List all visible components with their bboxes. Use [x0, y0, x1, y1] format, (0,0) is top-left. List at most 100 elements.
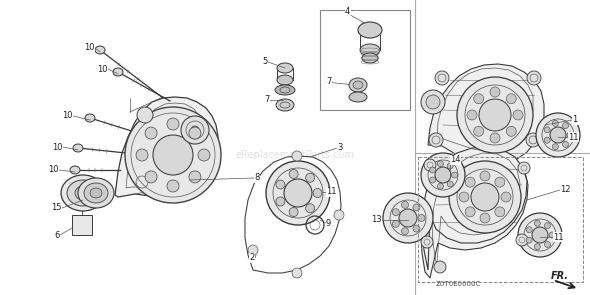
Ellipse shape	[474, 94, 484, 104]
Ellipse shape	[544, 127, 550, 133]
Text: 10: 10	[84, 43, 95, 53]
Ellipse shape	[474, 126, 484, 136]
Ellipse shape	[518, 213, 562, 257]
Text: 6: 6	[55, 230, 60, 240]
Ellipse shape	[421, 236, 433, 248]
Ellipse shape	[137, 107, 153, 123]
Ellipse shape	[447, 181, 453, 187]
Ellipse shape	[532, 227, 548, 243]
Text: 10: 10	[63, 112, 73, 120]
Ellipse shape	[145, 171, 157, 183]
Ellipse shape	[306, 173, 314, 182]
Ellipse shape	[198, 149, 210, 161]
Text: 10: 10	[48, 165, 59, 175]
Ellipse shape	[136, 149, 148, 161]
Ellipse shape	[447, 163, 453, 169]
Ellipse shape	[513, 110, 523, 120]
Ellipse shape	[506, 126, 516, 136]
Ellipse shape	[276, 99, 294, 111]
Ellipse shape	[167, 118, 179, 130]
Bar	[320, 10, 410, 110]
Ellipse shape	[277, 63, 293, 73]
Ellipse shape	[248, 245, 258, 255]
Text: 7: 7	[265, 96, 270, 104]
Ellipse shape	[383, 193, 433, 243]
Ellipse shape	[392, 220, 399, 227]
Ellipse shape	[306, 204, 314, 213]
Polygon shape	[422, 147, 527, 270]
Polygon shape	[428, 64, 544, 165]
Ellipse shape	[495, 177, 505, 187]
Ellipse shape	[276, 197, 285, 206]
Polygon shape	[115, 97, 218, 197]
Ellipse shape	[70, 166, 80, 174]
Ellipse shape	[277, 75, 293, 85]
Ellipse shape	[495, 207, 505, 217]
Text: 5: 5	[263, 58, 268, 66]
Ellipse shape	[289, 207, 298, 217]
Text: 3: 3	[337, 143, 342, 153]
Ellipse shape	[167, 180, 179, 192]
Ellipse shape	[392, 209, 399, 216]
Ellipse shape	[437, 161, 444, 167]
Text: 9: 9	[326, 219, 331, 227]
Ellipse shape	[85, 114, 95, 122]
Ellipse shape	[189, 171, 201, 183]
Ellipse shape	[418, 214, 425, 222]
Ellipse shape	[284, 179, 312, 207]
Ellipse shape	[526, 133, 540, 147]
Ellipse shape	[402, 228, 408, 235]
Ellipse shape	[276, 180, 285, 189]
Ellipse shape	[526, 227, 532, 233]
Ellipse shape	[449, 161, 521, 233]
Ellipse shape	[402, 201, 408, 208]
Ellipse shape	[61, 175, 105, 211]
Ellipse shape	[189, 127, 201, 139]
Ellipse shape	[292, 268, 302, 278]
Text: 2: 2	[250, 253, 255, 263]
Ellipse shape	[430, 177, 435, 183]
Text: FR.: FR.	[551, 271, 569, 281]
Ellipse shape	[459, 192, 469, 202]
Ellipse shape	[490, 87, 500, 97]
Ellipse shape	[518, 162, 530, 174]
Polygon shape	[421, 151, 528, 278]
Ellipse shape	[490, 133, 500, 143]
Ellipse shape	[153, 135, 193, 175]
Ellipse shape	[280, 87, 290, 93]
Ellipse shape	[434, 261, 446, 273]
Ellipse shape	[73, 144, 83, 152]
Ellipse shape	[435, 71, 449, 85]
Text: 14: 14	[450, 155, 461, 165]
Ellipse shape	[527, 71, 541, 85]
Ellipse shape	[421, 90, 445, 114]
Ellipse shape	[549, 232, 555, 238]
Ellipse shape	[362, 53, 378, 63]
Ellipse shape	[471, 183, 499, 211]
Ellipse shape	[349, 92, 367, 102]
Ellipse shape	[545, 223, 550, 229]
Text: 13: 13	[371, 216, 382, 224]
Ellipse shape	[516, 234, 528, 246]
Polygon shape	[72, 215, 92, 235]
Ellipse shape	[480, 213, 490, 223]
Ellipse shape	[67, 180, 99, 206]
Bar	[418, 157, 583, 282]
Text: eReplacementParts.com: eReplacementParts.com	[235, 150, 355, 160]
Ellipse shape	[424, 159, 436, 171]
Ellipse shape	[95, 46, 105, 54]
Text: 8: 8	[254, 173, 260, 183]
Text: 11: 11	[568, 132, 579, 142]
Ellipse shape	[275, 85, 295, 95]
Text: Z0T0E0600C: Z0T0E0600C	[435, 281, 481, 287]
Text: 10: 10	[53, 142, 63, 152]
Ellipse shape	[480, 171, 490, 181]
Ellipse shape	[465, 177, 475, 187]
Ellipse shape	[544, 137, 550, 143]
Ellipse shape	[550, 127, 566, 143]
Ellipse shape	[289, 170, 298, 178]
Text: 4: 4	[345, 7, 350, 17]
Ellipse shape	[84, 183, 108, 203]
Text: 15: 15	[51, 204, 62, 212]
Ellipse shape	[526, 237, 532, 243]
